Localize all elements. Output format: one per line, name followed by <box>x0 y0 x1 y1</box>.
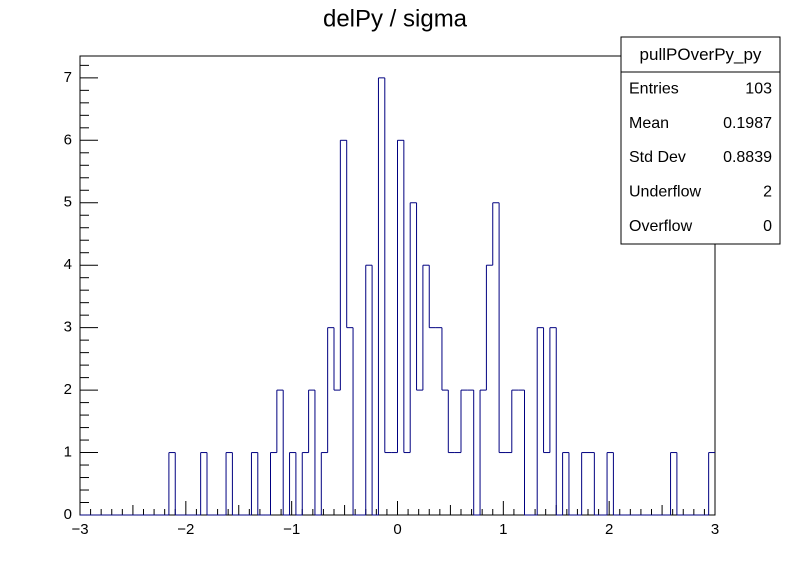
chart-title: delPy / sigma <box>323 5 468 32</box>
x-tick-label: 1 <box>499 521 507 538</box>
x-tick-label: −2 <box>177 521 194 538</box>
stats-label: Std Dev <box>629 149 686 166</box>
stats-label: Entries <box>629 80 679 97</box>
stats-box <box>620 36 781 245</box>
y-tick-label: 6 <box>64 131 72 148</box>
stats-value: 0.8839 <box>723 149 772 166</box>
y-tick-label: 7 <box>64 69 72 86</box>
y-tick-label: 1 <box>64 444 72 461</box>
stats-label: Mean <box>629 115 669 132</box>
x-tick-label: 0 <box>393 521 401 538</box>
y-tick-label: 5 <box>64 194 72 211</box>
stats-value: 2 <box>763 184 772 201</box>
stats-value: 0 <box>763 218 772 235</box>
x-tick-label: 3 <box>711 521 719 538</box>
y-tick-label: 2 <box>64 381 72 398</box>
x-tick-label: −1 <box>283 521 300 538</box>
y-tick-label: 0 <box>64 506 72 523</box>
stats-title: pullPOverPy_py <box>640 45 762 64</box>
stats-value: 0.1987 <box>723 115 772 132</box>
stats-label: Overflow <box>629 218 693 235</box>
y-tick-label: 4 <box>64 256 72 273</box>
stats-label: Underflow <box>629 184 701 201</box>
y-tick-label: 3 <box>64 319 72 336</box>
x-tick-label: −3 <box>71 521 88 538</box>
x-tick-label: 2 <box>605 521 613 538</box>
stats-value: 103 <box>745 80 772 97</box>
